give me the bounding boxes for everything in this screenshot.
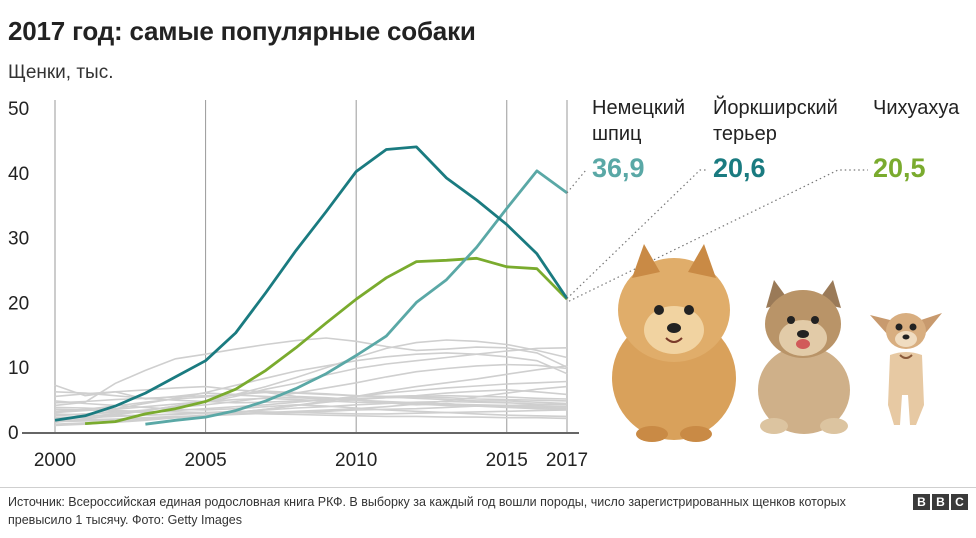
- background-series-line-18: [54, 394, 568, 423]
- leader-line-spitz: [566, 169, 587, 194]
- y-tick-label-40: 40: [8, 164, 29, 185]
- breed-label-yorkie: Йоркширский терьер: [713, 95, 838, 147]
- breed-label-yorkie-line1: Йоркширский: [713, 97, 838, 119]
- x-tick-label-2010: 2010: [335, 450, 377, 471]
- x-tick-label-2000: 2000: [34, 450, 76, 471]
- pomeranian-photo: [612, 244, 736, 442]
- breed-label-chihuahua-line1: Чихуахуа: [873, 97, 960, 119]
- yorkshire-terrier-photo: [758, 280, 850, 434]
- x-tick-label-2015: 2015: [486, 450, 528, 471]
- leader-line-yorkie: [566, 169, 708, 299]
- y-tick-label-20: 20: [8, 293, 29, 314]
- background-series-line-2: [54, 337, 568, 407]
- background-series-line-19: [54, 394, 568, 408]
- chart-title: 2017 год: самые популярные собаки: [8, 16, 476, 46]
- x-tick-label-2005: 2005: [184, 450, 226, 471]
- x-tick-label-2017: 2017: [546, 450, 588, 471]
- breed-label-yorkie-line2: терьер: [713, 123, 777, 145]
- chart-subtitle: Щенки, тыс.: [8, 62, 114, 83]
- source-note: Источник: Всероссийская единая родословн…: [8, 495, 846, 527]
- y-tick-label-0: 0: [8, 423, 19, 444]
- bbc-logo-letter-2: B: [932, 494, 949, 510]
- y-tick-label-50: 50: [8, 99, 29, 120]
- series-line-1: [145, 169, 568, 426]
- breed-label-spitz-line2: шпиц: [592, 123, 642, 145]
- background-series-line-11: [54, 352, 568, 414]
- y-tick-label-30: 30: [8, 229, 29, 250]
- breed-value-chihuahua: 20,5: [873, 153, 926, 183]
- footer-divider: [0, 487, 976, 488]
- leader-line-chihuahua: [568, 169, 868, 302]
- background-series-line-9: [54, 400, 568, 418]
- breed-value-yorkie: 20,6: [713, 153, 766, 183]
- breed-value-spitz: 36,9: [592, 153, 645, 183]
- background-series-line-20: [54, 363, 568, 416]
- series-line-2: [54, 145, 569, 422]
- breed-label-spitz: Немецкий шпиц: [592, 95, 685, 147]
- chihuahua-photo: [870, 313, 942, 425]
- bbc-logo-letter-3: C: [951, 494, 968, 510]
- breed-label-chihuahua: Чихуахуа: [873, 95, 959, 121]
- y-tick-label-10: 10: [8, 358, 29, 379]
- breed-label-spitz-line1: Немецкий: [592, 97, 685, 119]
- bbc-logo-letter-1: B: [913, 494, 930, 510]
- bbc-logo: B B C: [913, 494, 968, 510]
- background-series-line-4: [54, 389, 568, 413]
- series-line-3: [85, 256, 568, 425]
